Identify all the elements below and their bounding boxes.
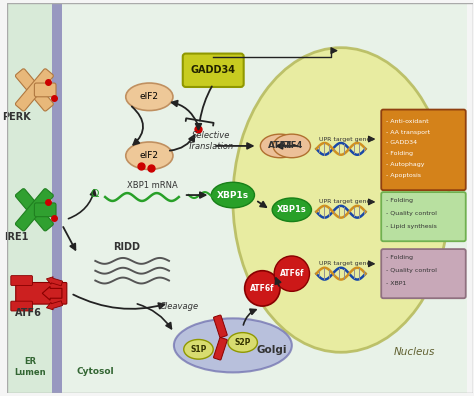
FancyArrow shape (42, 286, 62, 300)
FancyBboxPatch shape (35, 83, 56, 97)
Text: eIF2: eIF2 (140, 92, 159, 101)
Text: S2P: S2P (235, 338, 251, 347)
FancyBboxPatch shape (15, 188, 54, 231)
FancyBboxPatch shape (7, 4, 54, 392)
Ellipse shape (126, 83, 173, 110)
FancyBboxPatch shape (52, 4, 62, 392)
Text: - Folding: - Folding (386, 255, 413, 261)
Text: - Folding: - Folding (386, 151, 413, 156)
Text: eIF2: eIF2 (140, 151, 159, 160)
Text: RIDD: RIDD (113, 242, 140, 252)
Ellipse shape (260, 134, 300, 158)
Text: Ω: Ω (91, 189, 100, 199)
Ellipse shape (233, 48, 449, 352)
Text: - Apoptosis: - Apoptosis (386, 173, 421, 178)
FancyBboxPatch shape (16, 282, 67, 304)
Text: ATF4: ATF4 (280, 141, 303, 150)
FancyBboxPatch shape (213, 315, 227, 337)
Text: ATF6f: ATF6f (250, 284, 274, 293)
Text: IRE1: IRE1 (5, 232, 29, 242)
Text: ER
Lumen: ER Lumen (15, 357, 46, 377)
Ellipse shape (126, 142, 173, 169)
FancyBboxPatch shape (213, 337, 227, 360)
FancyBboxPatch shape (381, 249, 466, 298)
Text: Golgi: Golgi (257, 345, 287, 355)
Text: Selective
Translation: Selective Translation (188, 131, 234, 151)
FancyBboxPatch shape (15, 69, 54, 111)
Text: Cleavage: Cleavage (159, 302, 199, 310)
Text: - Autophagy: - Autophagy (386, 162, 425, 167)
Text: - Quality control: - Quality control (386, 268, 437, 273)
Text: UPR target genes: UPR target genes (319, 261, 374, 267)
FancyBboxPatch shape (54, 4, 467, 392)
Ellipse shape (228, 333, 257, 352)
Text: XBP1s: XBP1s (217, 190, 249, 200)
FancyBboxPatch shape (15, 69, 54, 111)
Circle shape (274, 256, 310, 291)
FancyArrow shape (46, 277, 63, 286)
Text: PERK: PERK (2, 112, 31, 122)
FancyArrow shape (46, 301, 63, 310)
Ellipse shape (211, 182, 255, 208)
Text: ATF6: ATF6 (15, 308, 42, 318)
FancyBboxPatch shape (11, 276, 32, 286)
Ellipse shape (184, 339, 213, 359)
FancyBboxPatch shape (381, 192, 466, 241)
Text: - GADD34: - GADD34 (386, 141, 417, 145)
Circle shape (245, 271, 280, 306)
Text: - Folding: - Folding (386, 198, 413, 204)
Text: XBP1s: XBP1s (277, 205, 307, 214)
Text: S1P: S1P (190, 345, 207, 354)
Text: GADD34: GADD34 (191, 65, 236, 75)
FancyBboxPatch shape (35, 203, 56, 217)
FancyBboxPatch shape (15, 188, 54, 231)
Text: ATF6f: ATF6f (280, 269, 304, 278)
Ellipse shape (174, 318, 292, 372)
Ellipse shape (272, 198, 311, 222)
Ellipse shape (273, 134, 310, 158)
Text: Cytosol: Cytosol (76, 367, 114, 377)
Text: - Anti-oxidant: - Anti-oxidant (386, 119, 429, 124)
Text: UPR target genes: UPR target genes (319, 137, 374, 141)
FancyBboxPatch shape (183, 53, 244, 87)
FancyBboxPatch shape (11, 301, 32, 311)
Text: UPR target genes: UPR target genes (319, 200, 374, 204)
Text: - Lipid synthesis: - Lipid synthesis (386, 224, 437, 229)
Text: ATF4: ATF4 (267, 141, 292, 150)
Text: - AA transport: - AA transport (386, 129, 430, 135)
Text: - Quality control: - Quality control (386, 211, 437, 216)
FancyBboxPatch shape (381, 110, 466, 190)
Text: XBP1 mRNA: XBP1 mRNA (127, 181, 178, 190)
Text: Nucleus: Nucleus (394, 347, 435, 357)
Text: - XBP1: - XBP1 (386, 281, 406, 286)
